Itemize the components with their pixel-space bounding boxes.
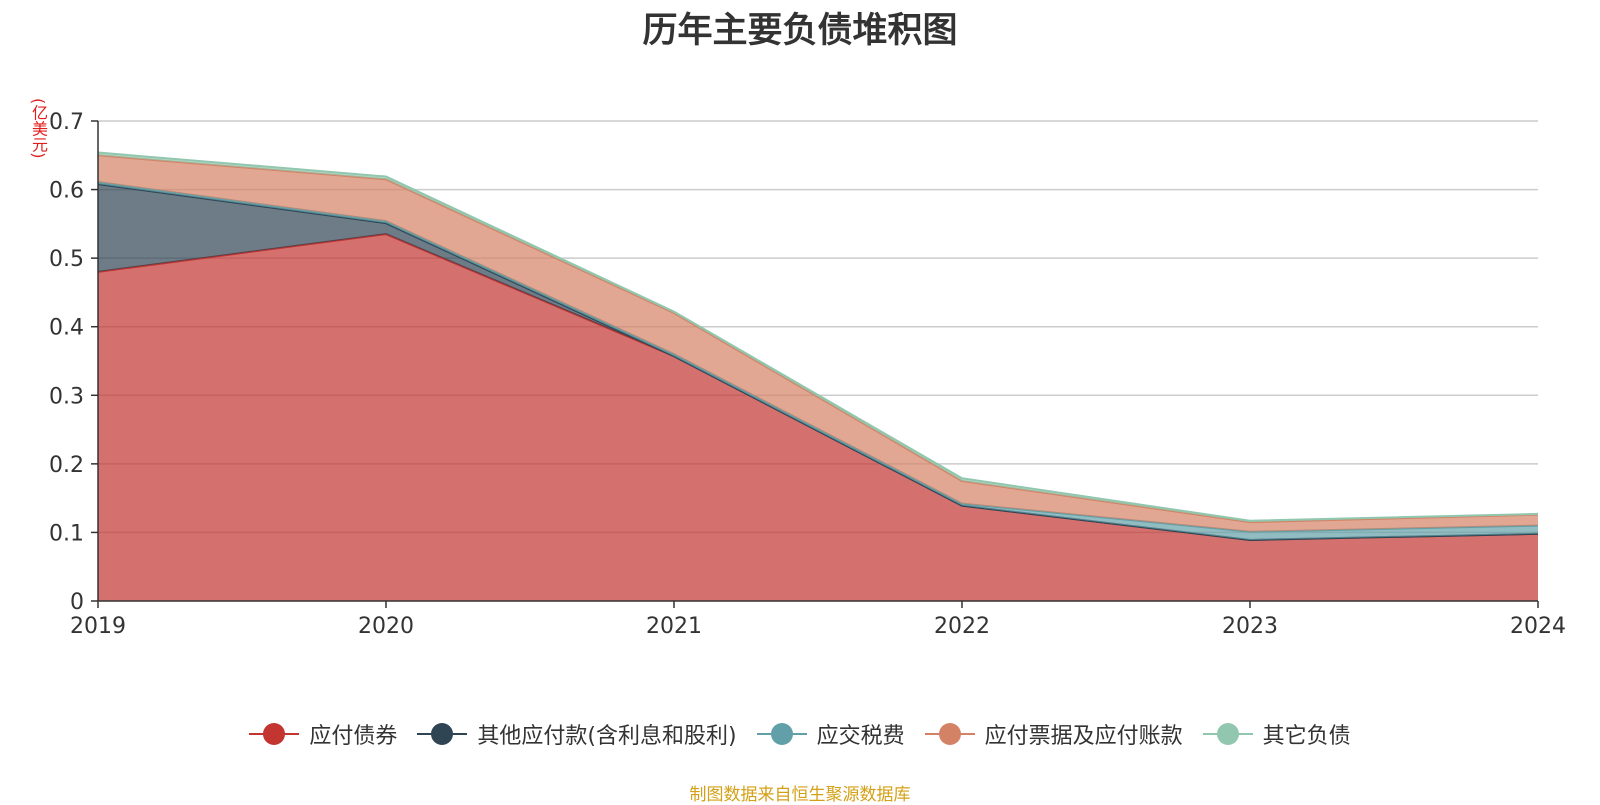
legend-marker-icon: [756, 722, 807, 746]
y-axis-unit-label: (亿美元): [29, 98, 48, 159]
area-1: [98, 234, 1538, 601]
y-tick-label: 0.7: [49, 110, 84, 135]
legend-label: 应付债券: [309, 724, 398, 749]
area-4: [98, 155, 1538, 532]
y-tick-label: 0.6: [49, 179, 84, 204]
y-tick-label: 0: [70, 590, 84, 615]
x-tick-label: 2020: [358, 614, 414, 639]
legend-label: 应付票据及应付账款: [984, 724, 1183, 749]
legend-item[interactable]: 其他应付款(含利息和股利): [417, 718, 737, 750]
axes: [91, 120, 1539, 608]
legend-item[interactable]: 应付票据及应付账款: [924, 718, 1183, 750]
legend-marker-icon: [417, 722, 468, 746]
y-tick-label: 0.3: [49, 384, 84, 409]
legend-label: 应交税费: [816, 724, 905, 749]
y-tick-label: 0.2: [49, 453, 84, 478]
x-tick-label: 2024: [1510, 614, 1566, 639]
x-tick-label: 2021: [646, 614, 702, 639]
tick-labels: 0 0.1 0.2 0.3 0.4 0.5 0.6 0.7 2019 2020 2021 2022 20…: [49, 110, 1566, 639]
area-2: [98, 184, 1538, 540]
legend-item[interactable]: 应交税费: [756, 718, 905, 750]
legend-item[interactable]: 其它负债: [1202, 718, 1351, 750]
area-series: [97, 151, 1539, 601]
legend-marker-icon: [924, 722, 975, 746]
legend-item[interactable]: 应付债券: [249, 718, 397, 750]
y-tick-label: 0.4: [49, 316, 84, 341]
chart-title: 历年主要负债堆积图: [642, 11, 958, 51]
legend-marker-icon: [249, 722, 300, 746]
series-line-5: [97, 151, 1539, 522]
x-tick-label: 2019: [70, 614, 126, 639]
legend-label: 其他应付款(含利息和股利): [477, 724, 737, 749]
x-tick-label: 2022: [934, 614, 990, 639]
legend: 应付债券 其他应付款(含利息和股利) 应交税费 应付票据及应付账款 其它负债: [0, 718, 1600, 750]
y-tick-label: 0.5: [49, 247, 84, 272]
x-tick-label: 2023: [1222, 614, 1278, 639]
source-note: 制图数据来自恒生聚源数据库: [689, 785, 911, 805]
y-tick-label: 0.1: [49, 521, 84, 546]
stacked-area-chart: 0 0.1 0.2 0.3 0.4 0.5 0.6 0.7 2019 2020 2021 2022 20…: [49, 110, 1566, 639]
legend-label: 其它负债: [1262, 724, 1351, 749]
legend-marker-icon: [1202, 722, 1253, 746]
